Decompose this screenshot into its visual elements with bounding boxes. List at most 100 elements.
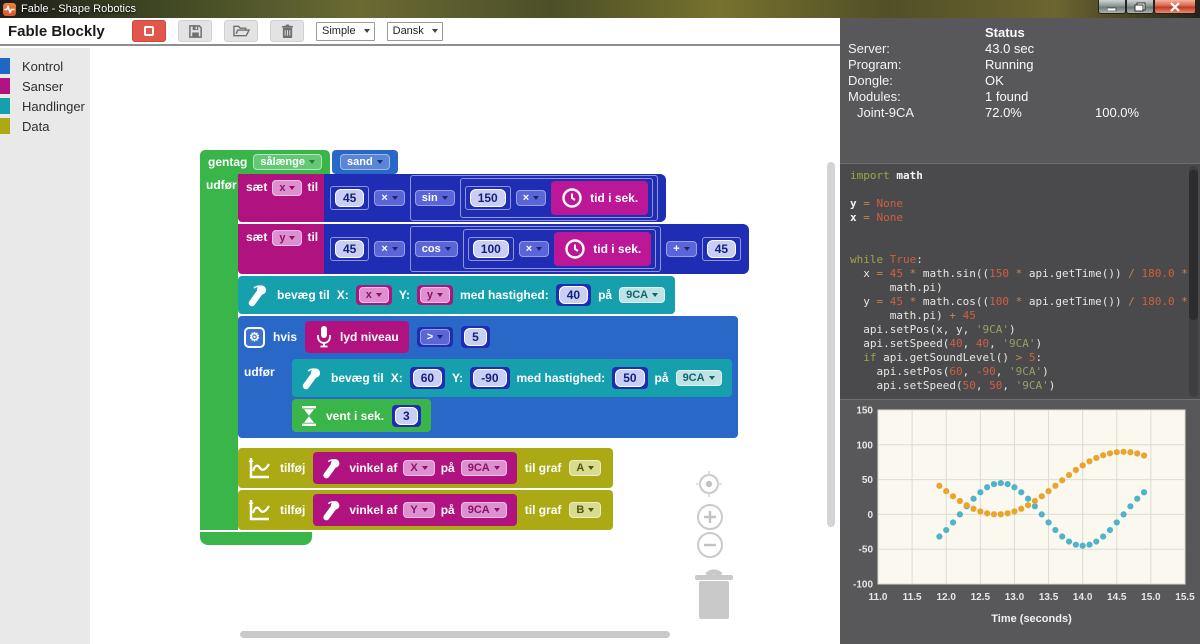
- plus-dropdown[interactable]: +: [666, 241, 697, 257]
- category-color-swatch: [0, 98, 10, 114]
- zoom-in-button[interactable]: [697, 504, 723, 530]
- wait-block[interactable]: vent i sek. 3: [292, 399, 431, 432]
- if-block[interactable]: ⚙ hvis lyd niveau > 5: [238, 316, 738, 438]
- move-block-1[interactable]: bevæg til X: x Y: y med hastighed: 40 på…: [238, 276, 676, 314]
- variable-x-value[interactable]: x: [355, 285, 392, 305]
- multiply-dropdown[interactable]: ×: [515, 190, 547, 206]
- svg-text:13.5: 13.5: [1039, 592, 1059, 603]
- status-row-value: 1 found: [985, 89, 1029, 104]
- window-title: Fable - Shape Robotics: [21, 3, 136, 15]
- number-field[interactable]: 45: [335, 240, 365, 258]
- language-select[interactable]: Dansk: [386, 21, 443, 41]
- category-sanser[interactable]: Sanser: [0, 76, 90, 96]
- status-row-label: Server:: [848, 41, 890, 56]
- joint-icon: [244, 282, 270, 308]
- number-field[interactable]: 45: [335, 189, 365, 207]
- repeat-mode-dropdown[interactable]: sålænge: [253, 154, 322, 170]
- add-to-graph-b-block[interactable]: tilføj vinkel af Y på 9CA: [238, 490, 614, 530]
- zoom-out-button[interactable]: [697, 532, 723, 558]
- angle-of-block[interactable]: vinkel af Y på 9CA: [313, 494, 517, 526]
- category-label: Sanser: [22, 78, 64, 94]
- category-data[interactable]: Data: [0, 116, 90, 136]
- svg-text:11.5: 11.5: [903, 592, 922, 603]
- number-field[interactable]: 100: [472, 240, 509, 258]
- clock-icon: [561, 187, 583, 209]
- maximize-button[interactable]: [1126, 0, 1154, 14]
- x-value-block[interactable]: 60: [409, 367, 446, 389]
- svg-text:15.5: 15.5: [1175, 592, 1195, 603]
- module-dropdown[interactable]: 9CA: [675, 370, 722, 386]
- module-dropdown[interactable]: 9CA: [460, 502, 507, 518]
- set-x-block[interactable]: sæt x til 45 × sin: [238, 174, 667, 222]
- category-kontrol[interactable]: Kontrol: [0, 56, 90, 76]
- generated-code-panel[interactable]: import math y = None x = None while True:…: [840, 163, 1200, 400]
- multiply-dropdown[interactable]: ×: [518, 241, 550, 257]
- blockly-canvas[interactable]: gentag sålænge sand udfør: [90, 48, 840, 644]
- speed-value-block[interactable]: 40: [555, 284, 592, 306]
- minimize-button[interactable]: [1098, 0, 1126, 14]
- axis-dropdown[interactable]: X: [403, 460, 435, 476]
- graph-letter-dropdown[interactable]: A: [569, 460, 602, 476]
- save-button[interactable]: [178, 20, 212, 42]
- sin-dropdown[interactable]: sin: [414, 190, 455, 206]
- if-do-spine: udfør: [244, 365, 275, 379]
- close-button[interactable]: [1154, 0, 1196, 14]
- live-graph-panel: 11.0 11.5 12.0 12.5 13.0 13.5 14.0 14.5 15.0 15.5…: [840, 400, 1200, 644]
- cos-dropdown[interactable]: cos: [414, 241, 458, 257]
- move-block-2[interactable]: bevæg til X: 60 Y: -90 med hastighed: 50…: [292, 359, 732, 397]
- status-row-value: OK: [985, 73, 1004, 88]
- variable-y-dropdown[interactable]: y: [272, 230, 303, 246]
- number-field[interactable]: 150: [469, 189, 506, 207]
- block-program: gentag sålænge sand udfør: [200, 150, 750, 545]
- canvas-trash-icon[interactable]: [693, 569, 735, 626]
- module-dropdown[interactable]: 9CA: [619, 287, 666, 303]
- category-color-swatch: [0, 78, 10, 94]
- gear-icon[interactable]: ⚙: [244, 326, 265, 348]
- stop-button[interactable]: [132, 20, 166, 42]
- repeat-block-header[interactable]: gentag sålænge: [200, 150, 330, 174]
- category-label: Data: [22, 118, 50, 134]
- time-block[interactable]: tid i sek.: [551, 181, 649, 215]
- variable-y-value[interactable]: y: [416, 285, 454, 305]
- y-value-block[interactable]: -90: [470, 367, 510, 389]
- set-y-block[interactable]: sæt y til 45 × cos: [238, 224, 750, 274]
- canvas-vertical-scrollbar[interactable]: [827, 162, 835, 527]
- boolean-dropdown[interactable]: sand: [339, 154, 390, 170]
- number-field[interactable]: 45: [706, 240, 737, 258]
- svg-text:Time (seconds): Time (seconds): [991, 613, 1072, 625]
- do-label: udfør: [206, 178, 237, 192]
- graph-letter-dropdown[interactable]: B: [569, 502, 602, 518]
- angle-chart: 11.0 11.5 12.0 12.5 13.0 13.5 14.0 14.5 15.0 15.5…: [853, 406, 1195, 626]
- wait-value-block[interactable]: 3: [392, 404, 421, 427]
- module-dropdown[interactable]: 9CA: [460, 460, 507, 476]
- joint-icon: [298, 365, 324, 391]
- angle-of-block[interactable]: vinkel af X på 9CA: [313, 452, 517, 484]
- zoom-reset-button[interactable]: [695, 470, 723, 503]
- svg-text:-100: -100: [853, 580, 873, 591]
- speed-value-block[interactable]: 50: [612, 367, 648, 389]
- stop-icon: [144, 26, 154, 36]
- sin-expression-block[interactable]: 45 × sin 150 ×: [324, 174, 667, 222]
- sound-level-block[interactable]: lyd niveau: [305, 321, 409, 353]
- threshold-value-block[interactable]: 5: [461, 326, 490, 348]
- axis-dropdown[interactable]: Y: [403, 502, 435, 518]
- variable-x-dropdown[interactable]: x: [272, 180, 303, 196]
- mode-select[interactable]: Simple: [316, 21, 375, 41]
- category-handlinger[interactable]: Handlinger: [0, 96, 90, 116]
- module-name: Joint-9CA: [857, 105, 915, 120]
- open-button[interactable]: [224, 20, 258, 42]
- multiply-dropdown[interactable]: ×: [374, 241, 405, 257]
- status-row-label: Modules:: [848, 89, 901, 104]
- status-row-value: 43.0 sec: [985, 41, 1035, 56]
- comparison-dropdown[interactable]: >: [416, 327, 454, 347]
- cos-expression-block[interactable]: 45 × cos 100 ×: [324, 224, 750, 274]
- status-title: Status: [985, 25, 1025, 40]
- multiply-dropdown[interactable]: ×: [374, 190, 405, 206]
- code-scrollbar[interactable]: [1189, 166, 1198, 397]
- delete-button[interactable]: [270, 20, 304, 42]
- time-block[interactable]: tid i sek.: [554, 232, 652, 266]
- boolean-true-block[interactable]: sand: [331, 150, 398, 174]
- microphone-icon: [315, 325, 333, 349]
- canvas-horizontal-scrollbar[interactable]: [240, 631, 670, 638]
- add-to-graph-a-block[interactable]: tilføj vinkel af X på 9CA: [238, 448, 614, 488]
